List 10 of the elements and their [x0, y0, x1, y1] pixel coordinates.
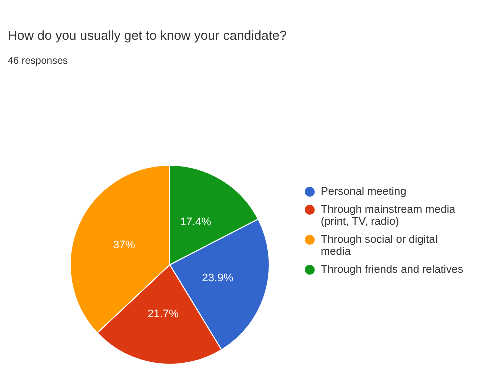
- data-label: 21.7%: [148, 308, 180, 320]
- chart-subtitle: 46 responses: [8, 56, 68, 67]
- data-label: 37%: [113, 239, 136, 252]
- legend-label: Through mainstream media (print, TV, radio): [321, 204, 457, 228]
- data-label: 17.4%: [180, 216, 212, 229]
- legend-label: Through friends and relatives: [321, 264, 464, 276]
- chart-title: How do you usually get to know your candidate?: [8, 28, 287, 43]
- data-label: 23.9%: [202, 272, 234, 284]
- legend-label: Through social or digital media: [321, 234, 439, 258]
- legend-label: Personal meeting: [321, 186, 407, 198]
